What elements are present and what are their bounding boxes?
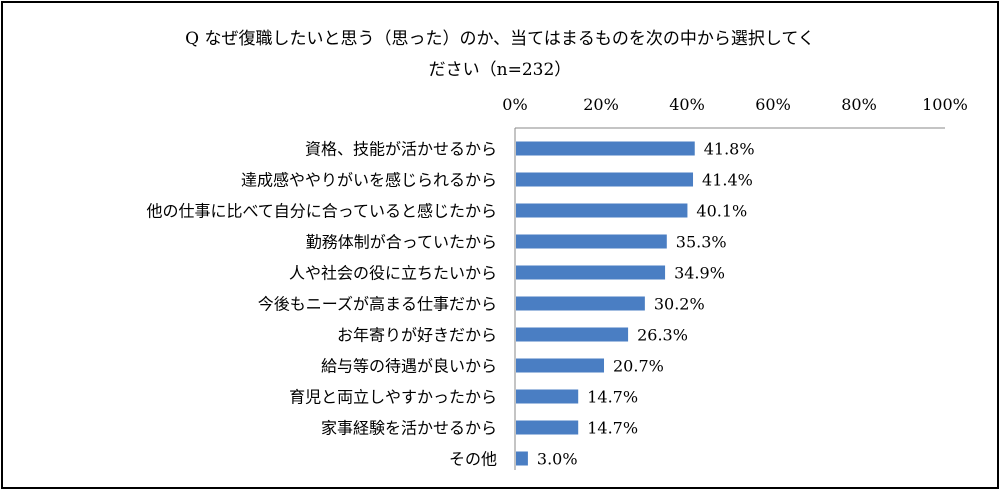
bar xyxy=(516,327,629,342)
category-label: 家事経験を活かせるから xyxy=(321,419,497,438)
category-label: 育児と両立しやすかったから xyxy=(289,388,497,407)
category-label: 他の仕事に比べて自分に合っていると感じたから xyxy=(146,202,497,221)
bar xyxy=(516,358,605,373)
bar xyxy=(516,265,666,280)
data-label: 26.3% xyxy=(637,326,688,345)
x-tick-label: 40% xyxy=(669,95,705,114)
data-label: 41.8% xyxy=(704,140,755,159)
chart-title-line-1: Q なぜ復職したいと思う（思った）のか、当てはまるものを次の中から選択してく xyxy=(185,29,815,49)
x-tick-label: 100% xyxy=(922,95,968,114)
data-label: 20.7% xyxy=(613,357,664,376)
bar xyxy=(516,389,579,404)
category-label: その他 xyxy=(449,450,497,469)
category-label: 達成感ややりがいを感じられるから xyxy=(241,171,497,190)
data-label: 35.3% xyxy=(676,233,727,252)
data-label: 34.9% xyxy=(674,264,725,283)
x-tick-label: 20% xyxy=(583,95,619,114)
bar xyxy=(516,296,645,311)
x-tick-label: 60% xyxy=(755,95,791,114)
data-label: 14.7% xyxy=(587,388,638,407)
x-tick-label: 80% xyxy=(841,95,877,114)
chart-title-line-2: ださい（n=232） xyxy=(428,60,572,80)
bar xyxy=(516,203,688,218)
category-label: お年寄りが好きだから xyxy=(337,326,497,345)
bar xyxy=(516,451,528,466)
bar xyxy=(516,172,694,187)
data-label: 3.0% xyxy=(537,450,578,469)
data-label: 30.2% xyxy=(654,295,705,314)
category-label: 勤務体制が合っていたから xyxy=(306,233,497,252)
data-label: 14.7% xyxy=(587,419,638,438)
category-label: 人や社会の役に立ちたいから xyxy=(289,264,497,283)
data-label: 40.1% xyxy=(696,202,747,221)
bar xyxy=(516,420,579,435)
data-label: 41.4% xyxy=(702,171,753,190)
x-tick-label: 0% xyxy=(502,95,527,114)
category-label: 今後もニーズが高まる仕事だから xyxy=(258,295,497,314)
category-label: 資格、技能が活かせるから xyxy=(305,140,497,159)
bar xyxy=(516,234,667,249)
category-label: 給与等の待遇が良いから xyxy=(321,357,497,376)
bar xyxy=(516,141,695,156)
